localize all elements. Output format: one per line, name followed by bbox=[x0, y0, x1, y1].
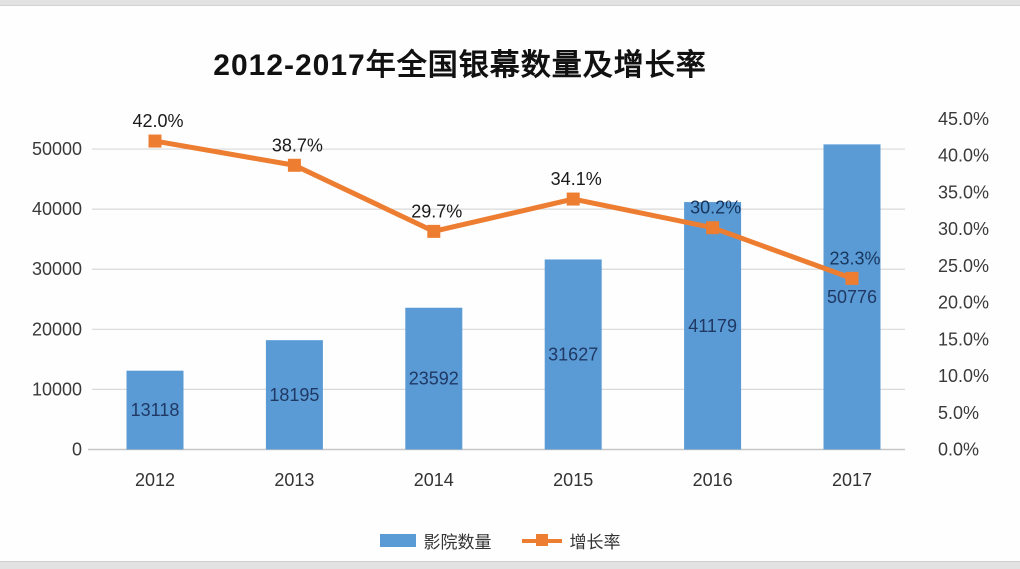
x-axis-label-2012: 2012 bbox=[135, 470, 175, 490]
legend-item-line-series: 增长率 bbox=[521, 528, 621, 553]
bar-series-swatch-icon bbox=[379, 534, 416, 547]
line-marker-2014 bbox=[427, 224, 441, 238]
chart-title: 2012-2017年全国银幕数量及增长率 bbox=[213, 49, 707, 82]
line-value-label: 42.0% bbox=[132, 111, 183, 131]
bottom-border bbox=[0, 561, 1020, 569]
x-axis-label-2015: 2015 bbox=[553, 470, 593, 490]
line-value-label: 30.2% bbox=[690, 198, 741, 218]
bar-2012 bbox=[126, 370, 184, 450]
line-marker-2016 bbox=[706, 221, 720, 235]
top-border bbox=[0, 0, 1020, 6]
bar-value-label: 31627 bbox=[548, 344, 598, 364]
legend-item-bar-series: 影院数量 bbox=[379, 528, 492, 553]
left-axis-tick: 40000 bbox=[32, 199, 82, 219]
bar-2013 bbox=[265, 340, 323, 450]
legend: 影院数量 增长率 bbox=[0, 528, 1000, 553]
line-series-label: 增长率 bbox=[569, 533, 621, 552]
right-axis-tick: 30.0% bbox=[938, 219, 989, 239]
left-axis-tick: 30000 bbox=[32, 259, 82, 279]
line-marker-2012 bbox=[148, 134, 162, 148]
left-axis-tick: 10000 bbox=[32, 379, 82, 399]
left-axis-tick: 50000 bbox=[32, 139, 82, 159]
line-marker-2013 bbox=[287, 158, 301, 172]
right-axis-tick: 25.0% bbox=[938, 256, 989, 276]
bar-value-label: 13118 bbox=[131, 400, 180, 420]
bar-value-label: 41179 bbox=[688, 316, 737, 336]
line-value-label: 29.7% bbox=[411, 201, 462, 221]
growth-rate-line bbox=[154, 138, 853, 281]
line-series-swatch-icon bbox=[521, 534, 562, 547]
line-value-label: 38.7% bbox=[272, 135, 323, 155]
bar-2015 bbox=[544, 259, 602, 450]
right-axis-tick: 20.0% bbox=[938, 293, 989, 313]
bar-2014 bbox=[405, 307, 463, 450]
bar-value-label: 50776 bbox=[827, 287, 877, 307]
bar-2017 bbox=[823, 144, 881, 450]
x-axis-label-2013: 2013 bbox=[274, 470, 314, 490]
left-axis-tick: 0 bbox=[72, 440, 82, 460]
right-axis-tick: 0.0% bbox=[938, 440, 979, 460]
line-marker-icon bbox=[535, 534, 548, 546]
bar-value-label: 23592 bbox=[409, 369, 459, 389]
line-marker-2017 bbox=[845, 271, 859, 285]
right-axis-tick: 10.0% bbox=[938, 366, 989, 386]
right-axis-tick: 40.0% bbox=[938, 146, 989, 166]
right-axis-tick: 35.0% bbox=[938, 182, 989, 202]
x-axis-label-2014: 2014 bbox=[414, 470, 454, 490]
right-axis-tick: 15.0% bbox=[938, 329, 989, 349]
x-axis-label-2016: 2016 bbox=[693, 470, 733, 490]
bar-2016 bbox=[684, 202, 742, 450]
right-axis-tick: 5.0% bbox=[938, 403, 979, 423]
line-value-label: 34.1% bbox=[551, 169, 602, 189]
left-axis-tick: 20000 bbox=[32, 319, 82, 339]
bar-value-label: 18195 bbox=[269, 385, 319, 405]
line-marker-2015 bbox=[566, 192, 580, 206]
right-axis-tick: 45.0% bbox=[938, 109, 989, 129]
chart-plot: 0 10000 20000 30000 40000 50000 0.0% 5.0% 10.0% 1… bbox=[32, 109, 989, 490]
line-value-label: 23.3% bbox=[829, 248, 880, 268]
x-axis-label-2017: 2017 bbox=[832, 470, 872, 490]
bar-series-label: 影院数量 bbox=[423, 533, 492, 552]
